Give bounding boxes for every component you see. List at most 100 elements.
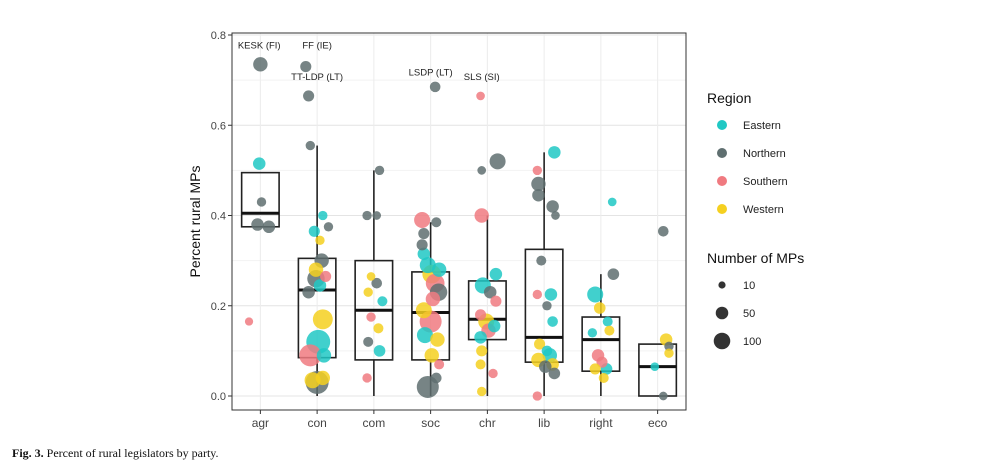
point-com-northern [363,336,374,347]
point-chr-southern [476,91,485,101]
point-soc-northern [431,217,442,228]
point-con-eastern [316,348,332,363]
point-con-western [308,262,324,277]
point-right-northern [607,268,620,280]
point-com-southern [366,312,376,322]
point-com-western [363,287,373,297]
point-eco-northern [664,341,674,352]
point-com-eastern [373,345,386,357]
legend-size-label: 10 [743,280,755,292]
annotation-label: SLS (SI) [464,72,500,83]
point-chr-southern [488,368,498,379]
figure-caption: Fig. 3. Percent of rural legislators by … [12,446,219,461]
legend-size-label: 50 [743,308,755,320]
point-agr-eastern [252,157,266,170]
annotation-label: FF (IE) [302,41,332,52]
point-right-western [589,363,601,375]
legend-size: Number of MPs 10 50 100 [707,250,804,350]
point-con-southern [299,344,322,367]
x-tick-label-right: right [589,416,613,430]
point-right-western [593,302,606,314]
point-chr-western [476,345,488,357]
x-tick-label-com: com [363,416,386,430]
point-com-southern [362,373,372,383]
point-con-western [315,370,331,386]
legend-swatch-northern [717,148,727,158]
legend-size-label: 100 [743,336,761,348]
point-chr-eastern [487,319,501,333]
point-chr-southern [490,295,502,307]
point-con-southern [320,270,332,282]
point-com-western [366,272,376,281]
point-right-southern [596,356,608,368]
y-tick-label: 0.6 [211,120,226,132]
point-agr-southern [244,317,254,326]
point-con-eastern [313,279,327,292]
point-right-eastern [602,316,613,327]
point-soc-western [424,348,439,363]
legend-region: Region Eastern Northern Southern Western [707,90,788,216]
point-lib-eastern [541,345,553,357]
point-chr-southern [475,309,487,321]
legend-label-southern: Southern [743,176,788,188]
box-iqr [581,316,621,372]
legend-region-title: Region [707,90,751,106]
point-lib-western [534,338,546,350]
point-soc-southern [434,359,445,370]
point-lib-southern [532,289,543,300]
point-lib-northern [542,301,552,311]
y-axis-label: Percent rural MPs [187,165,203,277]
point-com-eastern [377,296,388,307]
box-iqr [638,343,678,397]
point-con-northern [323,222,334,232]
point-con-eastern [318,210,328,221]
point-com-northern [371,277,383,289]
point-con-northern [305,140,316,151]
point-con-western [312,309,333,330]
point-soc-northern [416,239,428,251]
annotation-label: KESK (FI) [238,41,281,52]
point-soc-northern [418,227,430,240]
point-right-western [598,372,609,383]
point-con-northern [303,90,315,102]
point-chr-eastern [489,267,503,281]
point-com-northern [372,211,382,220]
legend-size-dot [715,306,729,320]
y-tick-label: 0.8 [211,30,226,42]
legend-size-title: Number of MPs [707,250,804,266]
point-lib-northern [539,360,552,373]
x-tick-label-agr: agr [252,416,269,430]
point-chr-western [475,359,486,370]
data-points [244,57,674,401]
point-right-eastern [607,197,617,207]
legend-swatch-eastern [717,120,727,130]
caption-label: Fig. 3. [12,446,44,460]
point-right-eastern [587,286,604,303]
point-com-northern [374,165,385,176]
point-con-western [315,235,325,246]
plot-border [231,32,687,411]
point-lib-northern [536,255,547,266]
legend-label-northern: Northern [743,148,786,160]
point-con-northern [302,285,315,299]
point-com-northern [362,210,372,221]
point-lib-eastern [547,316,558,327]
point-eco-western [664,348,674,358]
box-plots [240,145,678,397]
x-tick-label-soc: soc [421,416,440,430]
point-lib-northern [548,367,561,380]
point-soc-eastern [431,262,447,277]
point-right-western [604,325,615,336]
point-lib-northern [551,211,560,220]
point-soc-southern [414,212,431,229]
legend-size-dot [713,332,731,350]
point-lib-eastern [544,288,558,301]
point-com-western [373,323,384,334]
point-chr-northern [483,285,497,299]
point-agr-northern [253,57,268,72]
point-chr-southern [474,208,489,223]
point-eco-northern [658,226,669,237]
x-tick-label-con: con [307,416,326,430]
point-chr-northern [489,153,506,170]
point-agr-northern [256,197,267,207]
